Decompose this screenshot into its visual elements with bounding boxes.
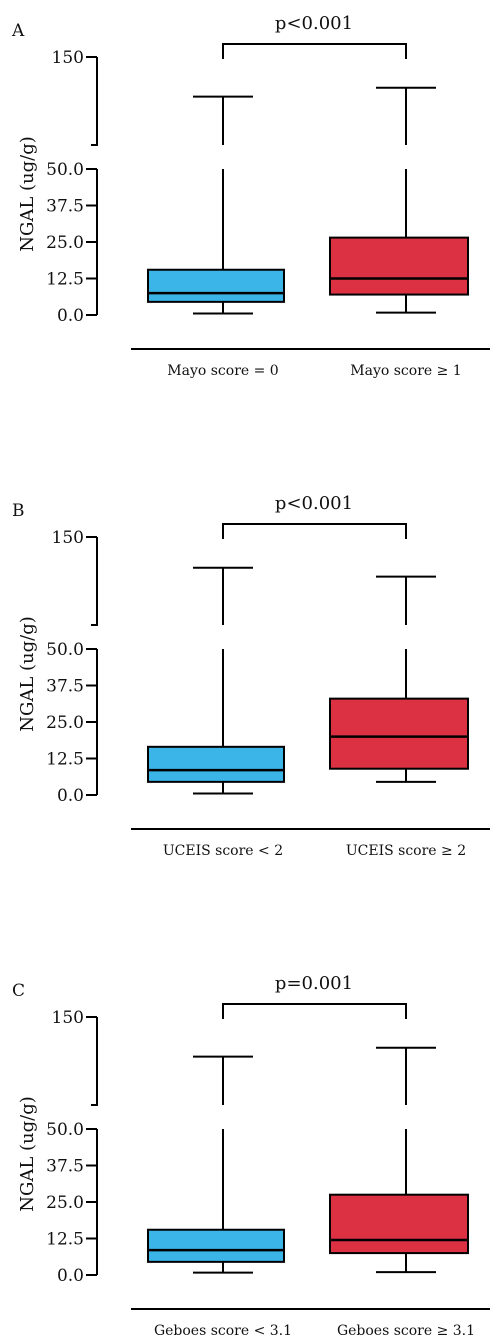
panel-letter: A [11, 21, 25, 41]
category-label: Geboes score ≥ 3.1 [337, 1323, 475, 1338]
significance-bracket [222, 1003, 407, 1019]
y-axis-label: NGAL (ug/g) [17, 616, 38, 732]
y-tick-label: 37.5 [46, 1157, 84, 1177]
y-axis-label: NGAL (ug/g) [17, 1096, 38, 1212]
p-value-label: p=0.001 [275, 973, 353, 994]
y-tick-label: 150 [52, 1008, 84, 1028]
y-tick-label: 12.5 [46, 1230, 84, 1250]
box-left [147, 1228, 285, 1263]
y-tick-label: 37.5 [46, 197, 84, 217]
y-tick-label: 0.0 [57, 1266, 84, 1286]
box-left [147, 745, 285, 783]
y-tick-label: 0.0 [57, 786, 84, 806]
y-tick-label: 50.0 [46, 160, 84, 180]
category-label: Geboes score < 3.1 [154, 1323, 292, 1338]
box-right [329, 1193, 469, 1255]
category-label: UCEIS score < 2 [163, 843, 283, 859]
y-tick-label: 50.0 [46, 1120, 84, 1140]
category-label: Mayo score = 0 [167, 363, 278, 379]
y-tick-label: 12.5 [46, 750, 84, 770]
p-value-label: p<0.001 [275, 13, 353, 34]
y-tick-label: 25.0 [46, 713, 84, 733]
y-tick-label: 25.0 [46, 233, 84, 253]
y-axis-label: NGAL (ug/g) [17, 136, 38, 252]
box-right [329, 236, 469, 296]
box-right [329, 697, 469, 770]
y-tick-label: 37.5 [46, 677, 84, 697]
panel-letter: C [12, 981, 25, 1001]
y-tick-label: 150 [52, 528, 84, 548]
significance-bracket [222, 523, 407, 539]
category-label: UCEIS score ≥ 2 [346, 843, 466, 859]
y-tick-label: 150 [52, 48, 84, 68]
y-tick-label: 50.0 [46, 640, 84, 660]
significance-bracket [222, 43, 407, 59]
y-tick-label: 0.0 [57, 306, 84, 326]
y-tick-label: 25.0 [46, 1193, 84, 1213]
panel-letter: B [12, 501, 25, 521]
y-tick-label: 12.5 [46, 270, 84, 290]
category-label: Mayo score ≥ 1 [350, 363, 461, 379]
p-value-label: p<0.001 [275, 493, 353, 514]
box-left [147, 268, 285, 303]
